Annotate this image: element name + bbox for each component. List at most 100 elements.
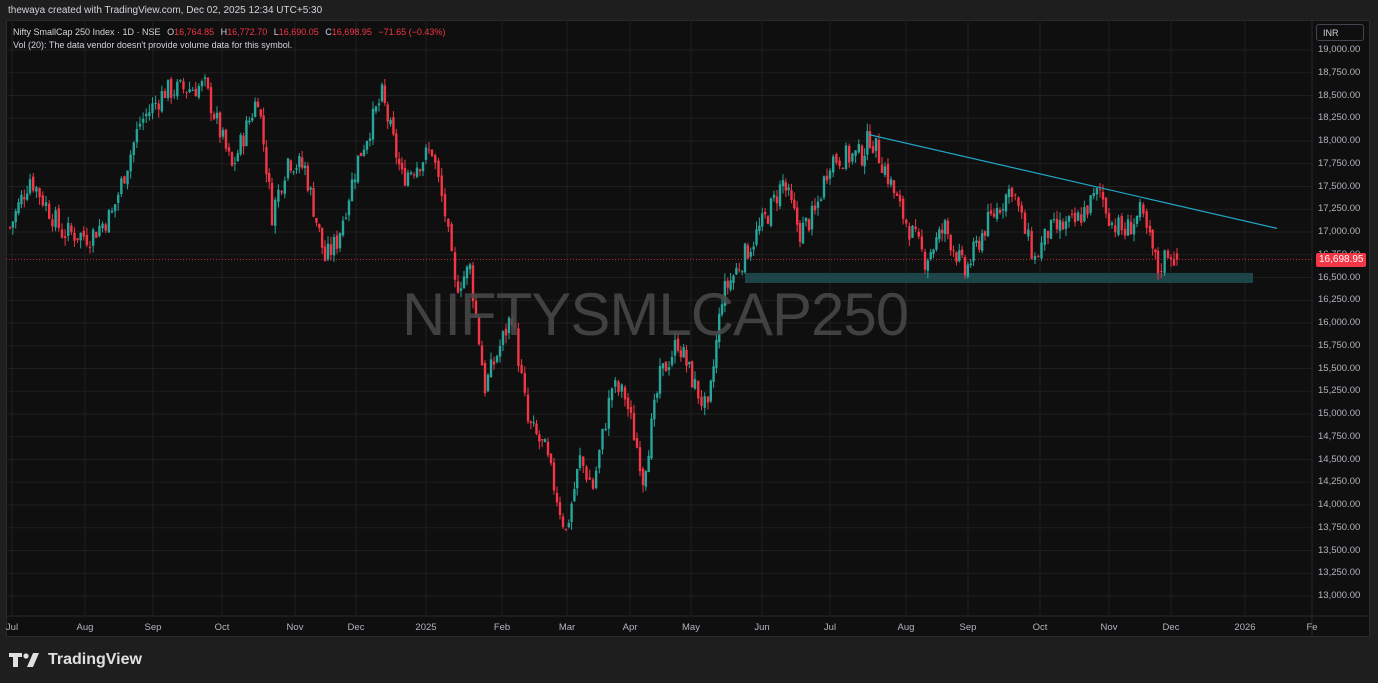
candle-body xyxy=(465,266,469,279)
candle-body xyxy=(154,102,157,104)
candle-body xyxy=(440,175,443,197)
candle-body xyxy=(48,203,51,219)
candle-body xyxy=(185,91,188,93)
candle-body xyxy=(653,399,656,420)
candle-body xyxy=(456,281,460,293)
candle-body xyxy=(489,359,493,378)
time-tick: Sep xyxy=(959,622,977,633)
candle-body xyxy=(723,280,727,306)
candle-body xyxy=(1151,229,1154,249)
price-tick: 13,250.00 xyxy=(1318,567,1361,579)
candle-body xyxy=(1166,250,1170,259)
candle-body xyxy=(474,300,478,315)
candle-body xyxy=(929,252,932,260)
candle-body xyxy=(79,233,82,241)
volume-note[interactable]: Vol (20): The data vendor doesn't provid… xyxy=(13,40,293,50)
candle-body xyxy=(256,101,260,108)
candle-body xyxy=(1067,216,1071,222)
candle-body xyxy=(978,240,981,250)
candle-body xyxy=(743,243,747,273)
candle-body xyxy=(969,263,972,266)
currency-button[interactable]: INR xyxy=(1316,24,1364,41)
candle-body xyxy=(886,164,890,184)
candle-body xyxy=(860,145,864,166)
candle-body xyxy=(248,120,251,123)
support-zone-rectangle[interactable] xyxy=(745,272,1253,283)
candle-body xyxy=(23,197,26,200)
candle-body xyxy=(335,235,339,249)
candle-body xyxy=(356,155,360,183)
candle-body xyxy=(1148,225,1152,233)
candle-body xyxy=(712,366,715,382)
candle-body xyxy=(25,193,29,200)
candle-body xyxy=(265,147,268,175)
close-label: C xyxy=(325,27,332,37)
candle-body xyxy=(141,118,145,123)
candle-body xyxy=(11,221,15,228)
price-tick: 17,250.00 xyxy=(1318,203,1361,215)
candle-body xyxy=(1073,212,1077,223)
candle-body xyxy=(679,350,683,358)
candle-body xyxy=(371,108,375,140)
tradingview-brand[interactable]: TradingView xyxy=(9,651,142,669)
candle-body xyxy=(239,134,242,155)
candle-body xyxy=(1043,228,1046,245)
candle-body xyxy=(1017,197,1020,206)
candle-body xyxy=(874,138,878,151)
candle-body xyxy=(810,205,814,230)
price-tick: 13,750.00 xyxy=(1318,521,1361,533)
candle-body xyxy=(191,90,194,92)
candle-body xyxy=(14,211,17,223)
candle-body xyxy=(104,224,107,231)
candle-body xyxy=(233,163,237,165)
price-tick: 15,000.00 xyxy=(1318,408,1361,419)
candle-body xyxy=(289,160,293,171)
candle-body xyxy=(614,380,617,387)
candle-body xyxy=(761,213,764,227)
candle-body xyxy=(851,153,854,162)
candle-body xyxy=(421,162,425,172)
candle-body xyxy=(504,328,508,336)
candle-body xyxy=(995,208,999,219)
candlestick-chart[interactable] xyxy=(6,20,1370,637)
candle-body xyxy=(844,145,848,169)
candle-body xyxy=(529,421,533,423)
candle-body xyxy=(946,220,950,235)
candle-body xyxy=(1070,214,1074,216)
candle-body xyxy=(63,236,67,238)
time-tick: Nov xyxy=(286,622,304,633)
candle-body xyxy=(1126,219,1130,236)
time-tick: May xyxy=(682,622,700,633)
candle-body xyxy=(477,316,481,345)
candle-body xyxy=(960,249,964,256)
candle-body xyxy=(755,229,758,245)
candle-body xyxy=(280,191,283,193)
candle-body xyxy=(73,232,76,241)
candle-body xyxy=(323,246,327,261)
candle-body xyxy=(1089,195,1092,213)
candle-body xyxy=(188,89,191,93)
candle-body xyxy=(857,144,860,153)
candle-body xyxy=(126,170,129,185)
candle-body xyxy=(828,170,832,179)
candle-body xyxy=(117,194,120,203)
candle-body xyxy=(169,78,173,98)
candle-body xyxy=(1160,270,1163,272)
candle-body xyxy=(998,210,1002,213)
candle-body xyxy=(892,180,896,194)
candle-body xyxy=(920,236,924,250)
price-tick: 14,000.00 xyxy=(1318,499,1361,510)
candle-body xyxy=(644,471,648,487)
descending-trendline[interactable] xyxy=(868,134,1278,229)
candle-body xyxy=(492,361,496,365)
candle-body xyxy=(732,275,735,284)
candle-body xyxy=(138,123,142,127)
symbol-title[interactable]: Nifty SmallCap 250 Index · 1D · NSE xyxy=(13,27,161,37)
candle-body xyxy=(908,226,911,240)
candle-body xyxy=(54,210,57,228)
price-tick: 16,250.00 xyxy=(1318,294,1361,306)
candle-body xyxy=(38,188,41,198)
brand-name: TradingView xyxy=(48,651,142,668)
candle-body xyxy=(1001,209,1005,211)
candle-body xyxy=(434,155,437,163)
